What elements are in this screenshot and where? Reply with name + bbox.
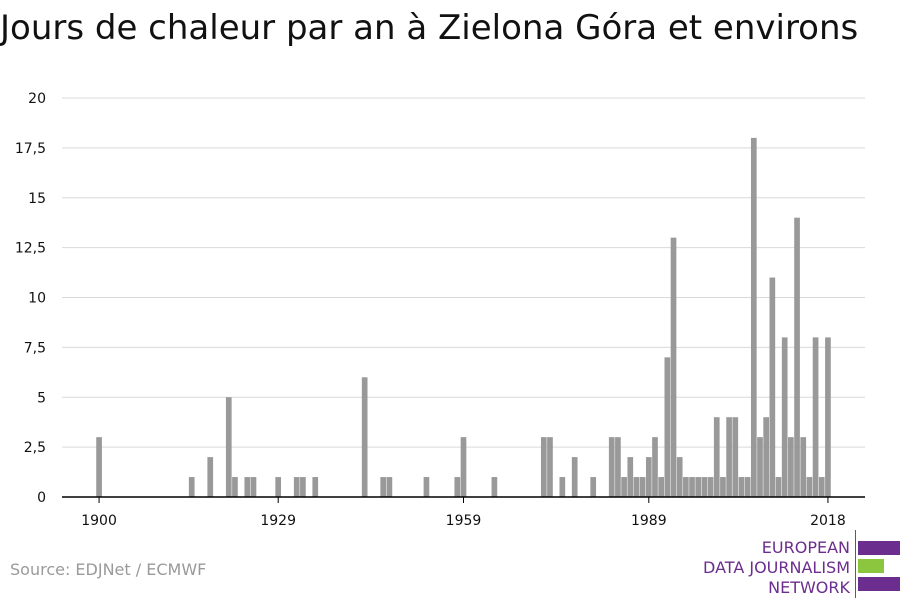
bar [726, 417, 732, 497]
chart-title: Jours de chaleur par an à Zielona Góra e… [0, 8, 859, 48]
y-tick-label: 5 [37, 390, 46, 406]
y-tick-label: 2,5 [24, 440, 46, 456]
bar [701, 477, 708, 497]
bar [312, 477, 319, 497]
x-tick-label: 1900 [81, 513, 117, 529]
bar [825, 337, 831, 497]
bar [744, 477, 751, 497]
bars [96, 137, 831, 497]
bar [695, 477, 702, 497]
y-tick-label: 7,5 [24, 340, 46, 356]
gridlines [62, 97, 865, 448]
bar [491, 477, 498, 497]
bar [460, 437, 467, 497]
y-tick-label: 12,5 [15, 241, 46, 257]
bar [788, 437, 794, 497]
x-tick-label: 1929 [260, 513, 296, 529]
bar [707, 477, 714, 497]
bar [738, 477, 745, 497]
bar [664, 357, 671, 497]
bar [615, 437, 621, 497]
logo-bar-purple-top [858, 541, 900, 555]
y-axis-ticks: 0 2,5 5 7,5 10 12,5 15 17,5 20 [15, 91, 46, 506]
logo-line-1: EUROPEAN [761, 538, 850, 557]
bar [775, 477, 782, 497]
logo-line-3: NETWORK [768, 578, 850, 597]
x-tick-label: 1989 [631, 513, 667, 529]
y-tick-label: 15 [28, 191, 46, 207]
bar [763, 417, 770, 497]
bar [423, 477, 430, 497]
bar [232, 477, 238, 497]
bar [683, 477, 689, 497]
bar [454, 477, 461, 497]
logo-divider [855, 530, 856, 598]
bar [540, 437, 547, 497]
source-note: Source: EDJNet / ECMWF [10, 560, 207, 579]
bar [627, 457, 634, 497]
bar [800, 437, 807, 497]
bar [639, 477, 646, 497]
y-tick-label: 0 [37, 490, 46, 506]
bar [250, 477, 257, 497]
x-tick-label: 1959 [446, 513, 482, 529]
bar [769, 277, 776, 497]
bar [818, 477, 825, 497]
bar [633, 477, 640, 497]
bar [750, 137, 757, 497]
bar [732, 417, 739, 497]
bar [621, 477, 627, 497]
bar [293, 477, 300, 497]
bar [380, 477, 387, 497]
bar [188, 477, 195, 497]
bar [207, 457, 214, 497]
bar [720, 477, 726, 497]
bar [590, 477, 597, 497]
x-axis: 1900 1929 1959 1989 2018 [62, 496, 865, 529]
bar [547, 437, 553, 497]
edjnet-logo: EUROPEAN DATA JOURNALISM NETWORK [703, 530, 900, 598]
bar [386, 477, 393, 497]
bar [658, 477, 665, 497]
bar [300, 477, 306, 497]
bar [608, 437, 615, 497]
bar [670, 237, 677, 497]
bar [812, 337, 819, 497]
bar [652, 437, 658, 497]
bar [361, 377, 368, 497]
logo-bar-green [858, 559, 884, 573]
bar [781, 337, 788, 497]
bar [571, 457, 578, 497]
bar [806, 477, 813, 497]
logo-line-2: DATA JOURNALISM [703, 558, 850, 577]
bar [689, 477, 695, 497]
bar [275, 477, 282, 497]
bar [713, 417, 720, 497]
y-tick-label: 10 [28, 291, 46, 307]
bar [794, 217, 800, 497]
bar [757, 437, 763, 497]
bar [225, 397, 232, 497]
logo-bar-purple-bottom [858, 577, 900, 591]
y-tick-label: 20 [28, 91, 46, 107]
y-tick-label: 17,5 [15, 141, 46, 157]
x-tick-label: 2018 [810, 513, 846, 529]
bar [645, 457, 652, 497]
bar [559, 477, 566, 497]
bar [244, 477, 251, 497]
bar [96, 437, 102, 497]
bar [676, 457, 683, 497]
